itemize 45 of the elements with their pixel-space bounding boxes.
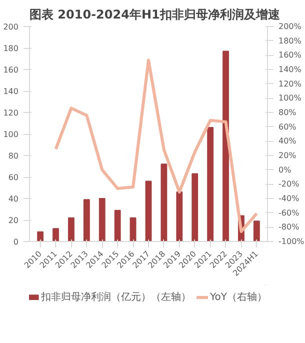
y2-tick-label: 120% [278, 79, 302, 88]
y2-tick-label: 100% [278, 94, 302, 103]
y-tick-label: 200 [3, 22, 19, 32]
y2-tick-label: 20% [278, 151, 297, 160]
bar [222, 50, 229, 242]
bar [207, 127, 214, 242]
chart-title: 图表 2010-2024年H1扣非归母净利润及增速 [30, 8, 281, 22]
y2-tick-label: 160% [278, 50, 302, 60]
bar [145, 180, 152, 242]
bar [192, 173, 198, 242]
y-tick-label: 80 [8, 152, 19, 160]
bar [176, 192, 183, 242]
bar [114, 210, 121, 242]
y-tick-label: 180 [3, 44, 19, 53]
bar [130, 217, 136, 242]
y2-tick-label: 140% [278, 65, 302, 74]
y2-tick-label: 40% [278, 136, 297, 146]
y2-tick-label: -20% [278, 180, 300, 189]
y2-tick-label: -40% [278, 194, 300, 203]
bar [52, 228, 59, 242]
y2-tick-label: 60% [278, 122, 297, 132]
legend-label: YoY（右轴） [210, 290, 266, 304]
bar [160, 164, 168, 242]
bar [83, 199, 90, 242]
bar [68, 217, 74, 242]
line-series [54, 58, 258, 233]
y2-tick-label: 180% [278, 36, 302, 46]
y-tick-label: 60 [8, 173, 19, 182]
y-tick-label: 140 [3, 87, 19, 96]
y2-tick-label: -60% [278, 208, 300, 218]
y-tick-label: 20 [8, 216, 19, 225]
bar [253, 220, 260, 242]
y2-tick-label: -80% [278, 222, 300, 232]
bar [37, 231, 44, 242]
y2-tick-label: -100% [278, 237, 305, 246]
y-tick-label: 120 [3, 108, 19, 118]
y2-tick-label: 80% [278, 108, 297, 117]
y2-tick-label: 0% [278, 165, 292, 174]
y-tick-label: 40 [8, 194, 19, 204]
legend-label: 扣非归母净利润（亿元）（左轴） [40, 290, 191, 304]
y-tick-label: 0 [13, 238, 19, 246]
y-tick-label: 160 [3, 66, 19, 74]
bar [98, 198, 106, 242]
y2-tick-label: 200% [278, 22, 302, 31]
y-tick-label: 100 [3, 130, 19, 139]
